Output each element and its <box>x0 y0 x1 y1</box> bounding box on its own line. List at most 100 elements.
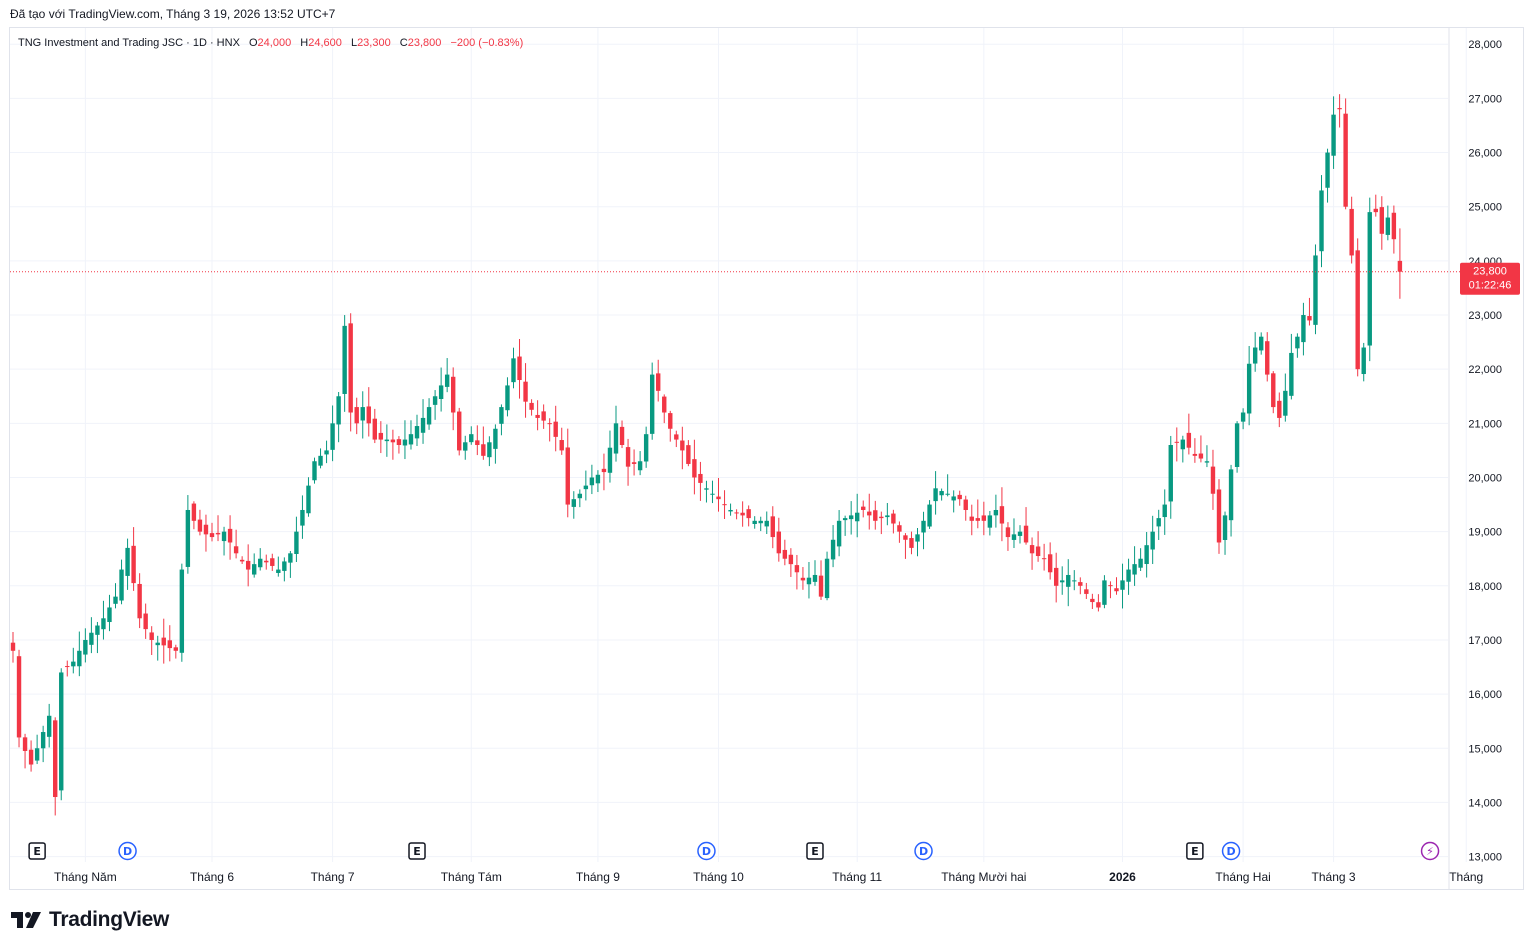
candle[interactable] <box>402 420 408 460</box>
candle[interactable] <box>203 514 209 552</box>
candle[interactable] <box>589 464 595 495</box>
candle[interactable] <box>595 470 601 493</box>
candle[interactable] <box>716 477 721 512</box>
candle[interactable] <box>432 390 438 420</box>
candle[interactable] <box>245 544 251 587</box>
candle[interactable] <box>1198 435 1204 463</box>
candle[interactable] <box>179 563 185 662</box>
candle[interactable] <box>173 644 179 659</box>
candle[interactable] <box>511 347 516 389</box>
candle[interactable] <box>1053 552 1059 603</box>
candle[interactable] <box>481 426 486 460</box>
candle[interactable] <box>360 391 365 439</box>
candle[interactable] <box>1132 546 1137 586</box>
candle[interactable] <box>354 397 359 435</box>
candle[interactable] <box>939 488 944 501</box>
candle[interactable] <box>788 548 794 577</box>
candle[interactable] <box>1186 413 1192 455</box>
candle[interactable] <box>1180 435 1186 463</box>
candle[interactable] <box>963 495 968 521</box>
candle[interactable] <box>1210 449 1216 510</box>
candle[interactable] <box>16 649 22 748</box>
candle[interactable] <box>101 600 106 640</box>
candle[interactable] <box>426 398 432 430</box>
candle[interactable] <box>505 377 510 417</box>
candle[interactable] <box>873 500 878 530</box>
candle[interactable] <box>1041 543 1047 571</box>
candle[interactable] <box>776 517 782 562</box>
candle[interactable] <box>191 501 197 530</box>
candle[interactable] <box>438 367 444 412</box>
earnings-marker[interactable]: E <box>408 842 426 860</box>
candle[interactable] <box>288 550 293 578</box>
candle[interactable] <box>53 717 58 816</box>
candle[interactable] <box>1216 479 1222 554</box>
candle[interactable] <box>1367 197 1372 362</box>
candle[interactable] <box>746 505 751 527</box>
candle[interactable] <box>1114 577 1119 595</box>
candle[interactable] <box>493 424 498 464</box>
candle[interactable] <box>770 506 775 549</box>
candle[interactable] <box>1192 438 1198 463</box>
candle[interactable] <box>1156 509 1161 540</box>
candle[interactable] <box>1373 194 1378 217</box>
candle[interactable] <box>167 625 172 662</box>
candle[interactable] <box>740 501 745 527</box>
candle[interactable] <box>891 509 896 534</box>
candle[interactable] <box>113 583 118 609</box>
candle[interactable] <box>366 387 371 437</box>
candle[interactable] <box>975 499 980 529</box>
candle[interactable] <box>1259 332 1264 355</box>
candle[interactable] <box>879 511 884 535</box>
candle[interactable] <box>1385 205 1391 241</box>
candle[interactable] <box>1295 333 1300 358</box>
candle[interactable] <box>1379 196 1385 250</box>
candle[interactable] <box>336 392 341 443</box>
candle[interactable] <box>1162 489 1167 535</box>
candle[interactable] <box>324 440 329 464</box>
candle[interactable] <box>818 560 824 600</box>
candle[interactable] <box>22 733 28 769</box>
candle[interactable] <box>450 367 456 431</box>
candle[interactable] <box>571 491 576 519</box>
candle[interactable] <box>125 538 130 590</box>
candle[interactable] <box>149 626 154 656</box>
candle[interactable] <box>1060 566 1065 595</box>
candle[interactable] <box>270 553 275 571</box>
candle[interactable] <box>1234 421 1240 473</box>
candle[interactable] <box>1084 582 1089 599</box>
candle[interactable] <box>378 421 384 454</box>
candle[interactable] <box>1011 518 1017 549</box>
dividend-marker[interactable]: D <box>914 841 933 861</box>
candle[interactable] <box>909 531 914 555</box>
candle[interactable] <box>927 500 932 529</box>
candle[interactable] <box>656 359 661 402</box>
candle[interactable] <box>662 394 667 424</box>
candle[interactable] <box>1228 464 1234 537</box>
candle[interactable] <box>523 363 528 418</box>
candle[interactable] <box>637 451 643 476</box>
candle[interactable] <box>161 618 166 664</box>
candle[interactable] <box>1102 575 1107 609</box>
candle[interactable] <box>1035 531 1041 562</box>
candle[interactable] <box>625 438 631 486</box>
candle[interactable] <box>933 471 938 515</box>
candle[interactable] <box>945 474 950 497</box>
candle[interactable] <box>1349 196 1354 264</box>
candle[interactable] <box>951 490 956 513</box>
candle[interactable] <box>28 740 34 772</box>
candle[interactable] <box>842 515 848 536</box>
candle[interactable] <box>752 516 757 529</box>
candle[interactable] <box>643 426 649 468</box>
candle[interactable] <box>1047 542 1053 580</box>
candle[interactable] <box>1066 559 1071 607</box>
candle[interactable] <box>414 414 420 447</box>
candle[interactable] <box>444 358 450 393</box>
candle[interactable] <box>764 511 769 535</box>
candle[interactable] <box>613 405 619 462</box>
candle[interactable] <box>903 533 908 559</box>
candle[interactable] <box>408 420 414 450</box>
candle[interactable] <box>1120 563 1125 609</box>
candle[interactable] <box>1325 148 1330 203</box>
candle[interactable] <box>1096 594 1101 612</box>
